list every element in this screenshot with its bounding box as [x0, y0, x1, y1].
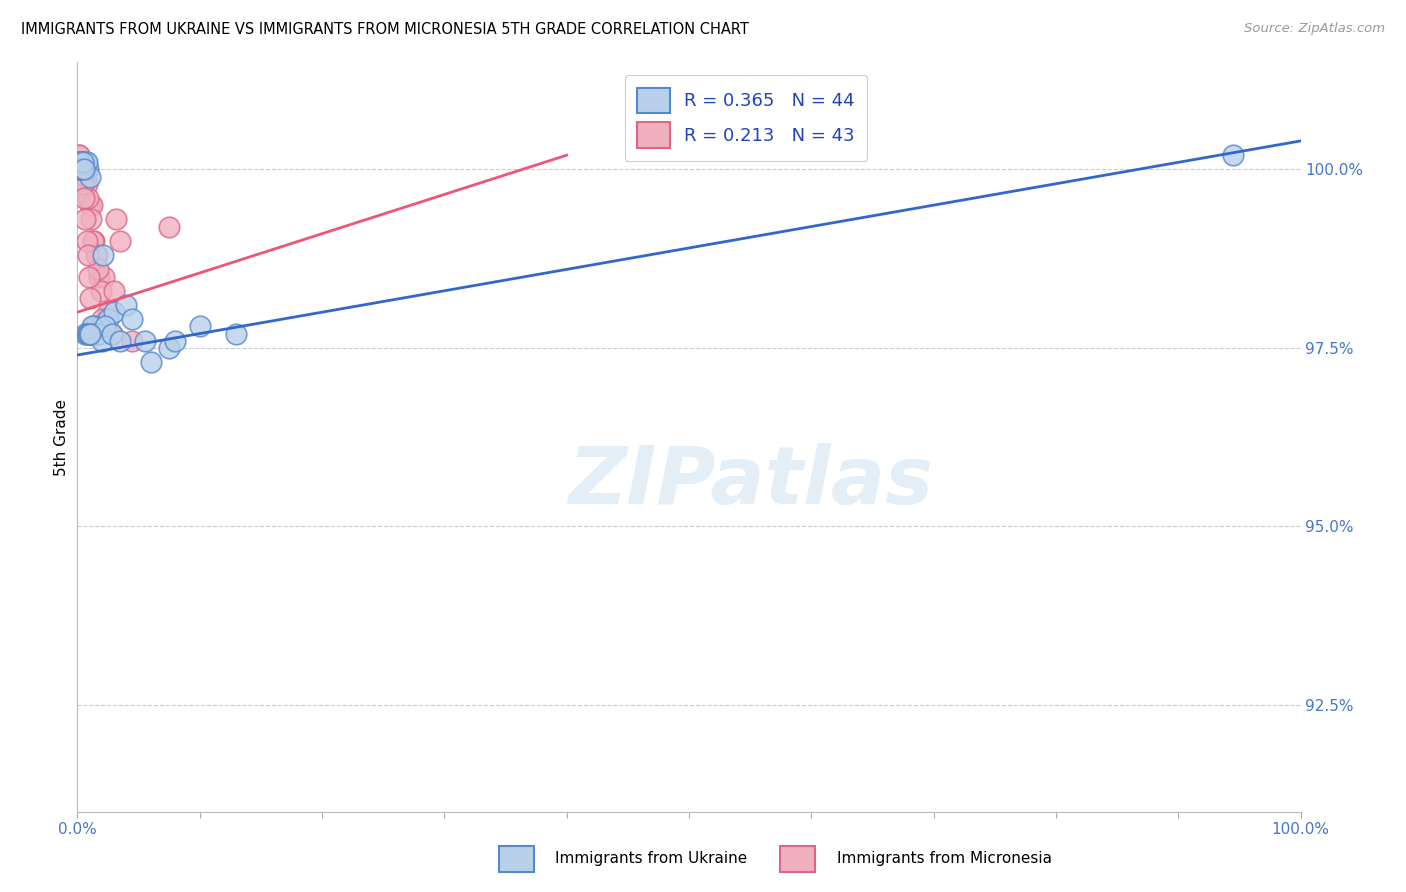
Point [188, 319, 211, 334]
Point [90, 319, 112, 334]
Point [75, 169, 97, 184]
Text: Immigrants from Micronesia: Immigrants from Micronesia [837, 851, 1052, 865]
Point [94, 319, 117, 334]
Point [75, 155, 97, 169]
Point [69, 162, 91, 177]
Point [97, 305, 120, 319]
Point [84, 248, 107, 262]
Point [80, 212, 103, 227]
Point [84, 319, 107, 334]
Point [79, 291, 101, 305]
Point [72, 177, 94, 191]
Point [70, 162, 93, 177]
Point [76, 155, 98, 169]
Point [69, 155, 91, 169]
Point [73, 162, 96, 177]
Text: ZIPatlas: ZIPatlas [568, 443, 932, 521]
Point [121, 312, 143, 326]
Point [70, 155, 93, 169]
Point [73, 191, 96, 205]
Point [121, 334, 143, 348]
Point [70, 162, 93, 177]
Point [76, 248, 98, 262]
Point [79, 169, 101, 184]
Point [77, 326, 100, 341]
Point [108, 234, 131, 248]
Point [67, 155, 90, 169]
Point [157, 219, 180, 234]
Point [69, 162, 91, 177]
Point [97, 312, 120, 326]
Point [93, 269, 115, 284]
Point [100, 326, 122, 341]
Point [134, 334, 156, 348]
Text: Source: ZipAtlas.com: Source: ZipAtlas.com [1244, 22, 1385, 36]
Point [79, 198, 101, 212]
Point [69, 155, 91, 169]
Point [75, 212, 97, 227]
Point [100, 326, 122, 341]
Point [87, 326, 110, 341]
Point [86, 248, 108, 262]
Point [77, 162, 100, 177]
Point [73, 162, 96, 177]
Point [87, 262, 110, 277]
Point [72, 155, 94, 169]
Y-axis label: 5th Grade: 5th Grade [53, 399, 69, 475]
Point [139, 355, 162, 369]
Point [1222, 148, 1244, 162]
Point [76, 326, 98, 341]
Point [66, 155, 89, 169]
Point [83, 326, 105, 341]
Point [90, 334, 112, 348]
Point [67, 162, 90, 177]
Point [79, 326, 101, 341]
Point [83, 234, 105, 248]
Point [76, 177, 98, 191]
Point [70, 162, 93, 177]
Legend: R = 0.365   N = 44, R = 0.213   N = 43: R = 0.365 N = 44, R = 0.213 N = 43 [624, 75, 868, 161]
Point [105, 212, 128, 227]
Point [82, 319, 104, 334]
Point [83, 326, 105, 341]
Point [157, 341, 180, 355]
Point [80, 319, 103, 334]
Point [67, 148, 90, 162]
Point [76, 326, 98, 341]
Point [90, 312, 112, 326]
Point [73, 162, 96, 177]
Point [91, 248, 114, 262]
Point [103, 305, 125, 319]
Point [165, 334, 187, 348]
Point [89, 326, 111, 341]
Point [67, 148, 90, 162]
Point [70, 155, 93, 169]
Point [77, 191, 100, 205]
Point [108, 334, 131, 348]
Point [86, 326, 108, 341]
Point [80, 198, 103, 212]
Point [70, 155, 93, 169]
Text: IMMIGRANTS FROM UKRAINE VS IMMIGRANTS FROM MICRONESIA 5TH GRADE CORRELATION CHAR: IMMIGRANTS FROM UKRAINE VS IMMIGRANTS FR… [21, 22, 749, 37]
Point [225, 326, 247, 341]
Point [90, 284, 112, 298]
Point [76, 234, 98, 248]
Point [89, 269, 111, 284]
Text: Immigrants from Ukraine: Immigrants from Ukraine [555, 851, 748, 865]
Point [67, 162, 90, 177]
Point [77, 269, 100, 284]
Point [72, 155, 94, 169]
Point [115, 298, 138, 312]
Point [82, 234, 104, 248]
Point [75, 326, 97, 341]
Point [80, 326, 103, 341]
Point [82, 326, 104, 341]
Point [72, 162, 94, 177]
Point [103, 284, 125, 298]
